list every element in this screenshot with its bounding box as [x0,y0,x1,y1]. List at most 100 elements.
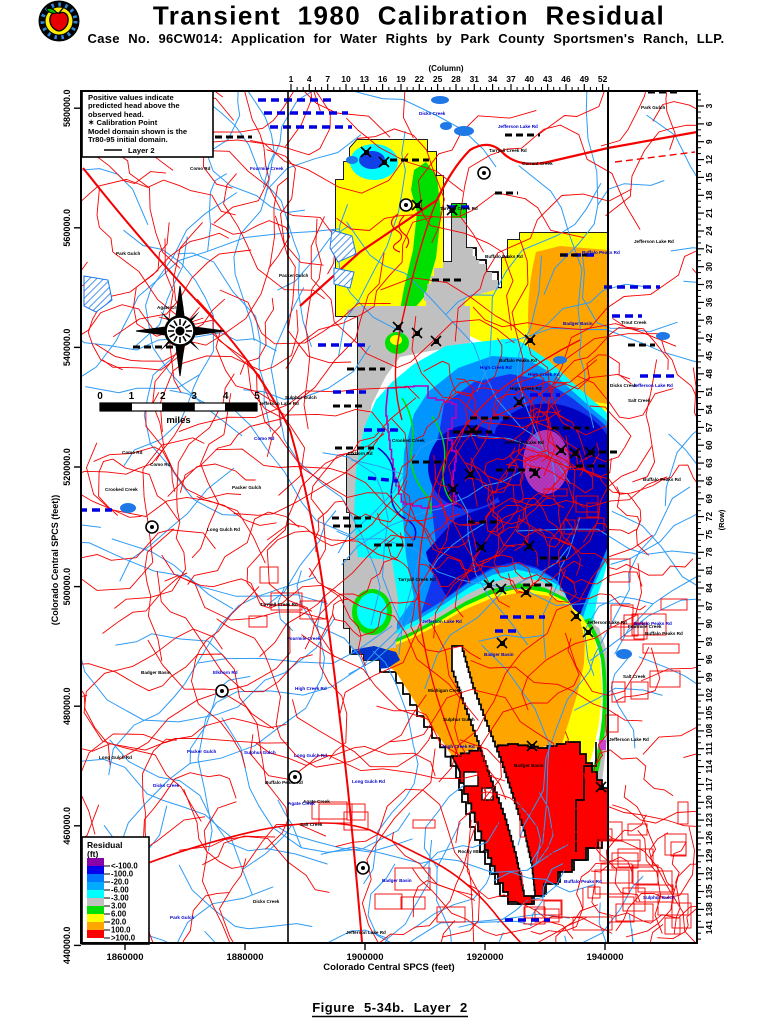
svg-text:Dicks Creek: Dicks Creek [153,783,180,788]
svg-text:138: 138 [704,902,714,916]
svg-text:Sulphur Gulch: Sulphur Gulch [285,395,317,400]
svg-text:54: 54 [704,405,714,415]
svg-text:Layer 2: Layer 2 [128,146,155,155]
svg-text:Agate Creek: Agate Creek [157,305,184,310]
svg-text:1: 1 [289,74,294,84]
svg-text:(Column): (Column) [428,64,463,73]
svg-text:Salt Creek: Salt Creek [623,674,646,679]
svg-text:100.0: 100.0 [111,926,131,935]
svg-text:Residual: Residual [87,840,122,850]
svg-text:96: 96 [704,654,714,664]
svg-text:Case No. 96CW014: Application: Case No. 96CW014: Application for Water … [88,31,725,46]
svg-text:Packer Gulch: Packer Gulch [279,273,309,278]
svg-text:Dicks Creek: Dicks Creek [419,111,446,116]
svg-text:43: 43 [543,74,553,84]
svg-text:High Creek Rd: High Creek Rd [295,686,327,691]
svg-text:Jefferson Lake Rd: Jefferson Lake Rd [609,737,649,742]
svg-text:440000.0: 440000.0 [62,927,72,965]
svg-text:1: 1 [129,391,135,402]
svg-text:Rocky Mtn Rd: Rocky Mtn Rd [458,849,489,854]
svg-text:Long Gulch Rd: Long Gulch Rd [207,527,240,532]
svg-text:28: 28 [451,74,461,84]
svg-text:87: 87 [704,601,714,611]
svg-text:Como Rd: Como Rd [190,166,211,171]
svg-text:Model domain shown is the: Model domain shown is the [88,127,187,136]
svg-text:Como Rd: Como Rd [150,462,171,467]
svg-text:Packer Gulch: Packer Gulch [187,749,217,754]
svg-text:Como Rd: Como Rd [122,450,143,455]
svg-text:High Creek Rd: High Creek Rd [480,365,512,370]
svg-text:Tarryall Creek Rd: Tarryall Creek Rd [440,206,478,211]
svg-text:Buffalo Peaks Rd: Buffalo Peaks Rd [564,879,602,884]
svg-text:Tarryall Creek Rd: Tarryall Creek Rd [489,148,527,153]
svg-text:33: 33 [704,280,714,290]
svg-text:(ft): (ft) [87,849,98,859]
svg-text:-3.00: -3.00 [111,894,129,903]
svg-text:57: 57 [704,422,714,432]
svg-text:High Creek Rd: High Creek Rd [528,372,560,377]
svg-text:84: 84 [704,583,714,593]
svg-text:27: 27 [704,244,714,254]
svg-text:Currant Creek: Currant Creek [522,161,553,166]
svg-text:Buffalo Peaks Rd: Buffalo Peaks Rd [499,358,537,363]
svg-text:1860000: 1860000 [107,952,144,963]
svg-text:69: 69 [704,494,714,504]
svg-text:81: 81 [704,565,714,575]
svg-text:114: 114 [704,759,714,773]
svg-text:observed head.: observed head. [88,110,144,119]
svg-text:Packer Gulch: Packer Gulch [232,485,262,490]
svg-text:3: 3 [191,391,197,402]
svg-text:30: 30 [704,262,714,272]
svg-text:Crooked Creek: Crooked Creek [105,487,138,492]
svg-text:560000.0: 560000.0 [62,209,72,247]
svg-text:5: 5 [254,391,260,402]
svg-text:45: 45 [704,351,714,361]
svg-text:13: 13 [360,74,370,84]
svg-text:540000.0: 540000.0 [62,329,72,367]
svg-text:132: 132 [704,866,714,880]
svg-text:460000.0: 460000.0 [62,807,72,845]
svg-text:-6.00: -6.00 [111,886,129,895]
svg-text:3.00: 3.00 [111,902,127,911]
svg-text:Dicks Creek: Dicks Creek [253,899,280,904]
svg-text:>100.0: >100.0 [111,934,136,943]
svg-text:12: 12 [704,155,714,165]
svg-text:51: 51 [704,387,714,397]
svg-text:1900000: 1900000 [347,952,384,963]
svg-text:Jefferson Lake Rd: Jefferson Lake Rd [634,239,674,244]
svg-text:6: 6 [704,121,714,126]
svg-text:120: 120 [704,795,714,809]
svg-text:Badger Basin: Badger Basin [484,652,514,657]
svg-text:31: 31 [470,74,480,84]
svg-text:Tarryall Creek Rd: Tarryall Creek Rd [398,577,436,582]
svg-text:Long Gulch Rd: Long Gulch Rd [294,753,327,758]
svg-text:(Row): (Row) [717,509,726,530]
svg-text:Fourmile Creek: Fourmile Creek [250,166,284,171]
svg-text:Tarryall Creek Rd: Tarryall Creek Rd [260,602,298,607]
svg-text:High Creek Rd: High Creek Rd [510,386,542,391]
svg-text:2: 2 [160,391,166,402]
svg-text:Jefferson Lake Rd: Jefferson Lake Rd [504,440,544,445]
svg-text:37: 37 [506,74,516,84]
svg-text:Agate Creek: Agate Creek [288,801,315,806]
svg-text:Elkhorn Rd: Elkhorn Rd [348,451,373,456]
svg-text:66: 66 [704,476,714,486]
svg-text:Transient 1980 Calibration Res: Transient 1980 Calibration Residual [153,1,665,31]
svg-text:49: 49 [580,74,590,84]
svg-text:500000.0: 500000.0 [62,568,72,606]
svg-text:123: 123 [704,813,714,827]
svg-text:<-100.0: <-100.0 [111,862,138,871]
svg-text:25: 25 [433,74,443,84]
svg-text:Buffalo Peaks Rd: Buffalo Peaks Rd [634,621,672,626]
svg-text:46: 46 [561,74,571,84]
svg-text:Badger Basin: Badger Basin [382,878,412,883]
svg-text:Jefferson Lake Rd: Jefferson Lake Rd [498,124,538,129]
svg-text:16: 16 [378,74,388,84]
svg-text:520000.0: 520000.0 [62,448,72,486]
svg-text:93: 93 [704,637,714,647]
svg-text:4: 4 [307,74,312,84]
svg-text:(Colorado Central SPCS (feet)): (Colorado Central SPCS (feet)) [50,495,60,626]
svg-text:Agate Creek: Agate Creek [303,799,330,804]
svg-text:Michigan Creek: Michigan Creek [428,688,462,693]
svg-text:Salt Creek: Salt Creek [300,822,323,827]
